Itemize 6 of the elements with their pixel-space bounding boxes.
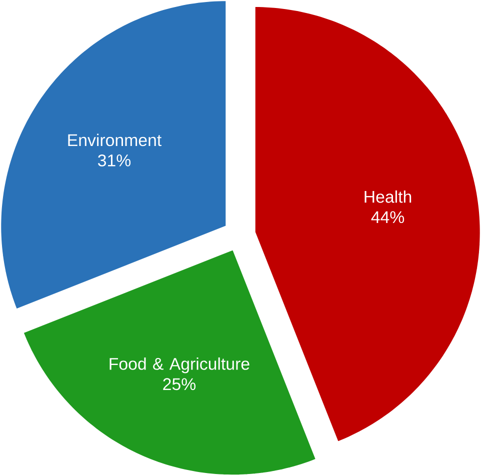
slice-label: Environment: [68, 134, 162, 146]
slice-label: Health: [364, 190, 412, 203]
data-label: 31%: [98, 154, 131, 167]
data-label: 25%: [163, 378, 196, 390]
slice-label: Food & Agriculture: [110, 358, 250, 374]
data-label: 44%: [371, 211, 404, 224]
